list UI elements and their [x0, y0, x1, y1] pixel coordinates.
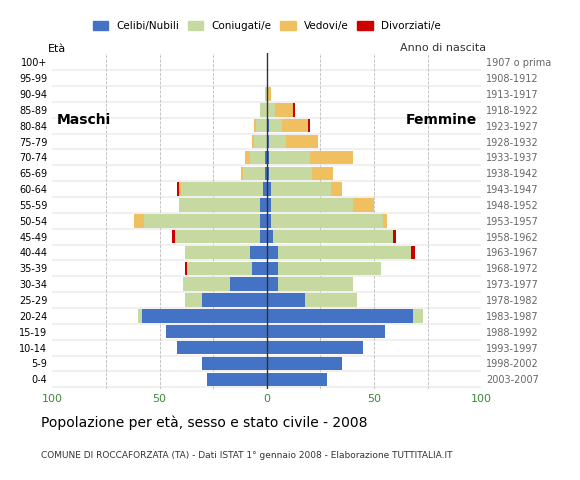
Bar — [142, 309, 267, 323]
Bar — [252, 135, 254, 148]
Bar — [267, 262, 278, 275]
Bar — [267, 119, 269, 132]
Bar — [267, 167, 269, 180]
Bar — [260, 230, 267, 243]
Bar — [267, 357, 342, 370]
Bar — [353, 198, 374, 212]
Text: Età: Età — [48, 44, 66, 54]
Text: Popolazione per età, sesso e stato civile - 2008: Popolazione per età, sesso e stato civil… — [41, 415, 367, 430]
Bar — [241, 167, 243, 180]
Text: Femmine: Femmine — [406, 113, 477, 127]
Bar — [202, 357, 267, 370]
Bar — [202, 293, 267, 307]
Bar — [267, 87, 271, 101]
Bar — [183, 277, 230, 291]
Bar — [267, 341, 363, 354]
Bar — [138, 309, 142, 323]
Bar — [252, 262, 267, 275]
Bar — [286, 135, 318, 148]
Bar — [269, 119, 282, 132]
Bar — [306, 293, 357, 307]
Bar — [267, 198, 271, 212]
Bar — [267, 372, 327, 386]
Bar — [254, 119, 256, 132]
Bar — [264, 167, 267, 180]
Bar — [187, 262, 252, 275]
Bar — [269, 135, 286, 148]
Bar — [269, 151, 310, 164]
Bar — [411, 246, 415, 259]
Bar — [278, 262, 380, 275]
Bar — [245, 151, 249, 164]
Bar — [243, 167, 264, 180]
Bar — [307, 119, 310, 132]
Bar — [267, 151, 269, 164]
Text: Anno di nascita: Anno di nascita — [400, 43, 485, 53]
Bar — [331, 182, 342, 196]
Bar — [172, 230, 175, 243]
Bar — [310, 151, 353, 164]
Bar — [260, 214, 267, 228]
Bar — [267, 246, 278, 259]
Bar — [177, 341, 267, 354]
Bar — [267, 293, 306, 307]
Bar — [267, 277, 278, 291]
Bar — [254, 135, 267, 148]
Bar — [206, 372, 267, 386]
Bar — [134, 214, 144, 228]
Bar — [282, 119, 307, 132]
Bar — [267, 309, 413, 323]
Bar — [260, 103, 267, 117]
Legend: Celibi/Nubili, Coniugati/e, Vedovi/e, Divorziati/e: Celibi/Nubili, Coniugati/e, Vedovi/e, Di… — [89, 18, 444, 34]
Bar — [267, 214, 271, 228]
Text: COMUNE DI ROCCAFORZATA (TA) - Dati ISTAT 1° gennaio 2008 - Elaborazione TUTTITAL: COMUNE DI ROCCAFORZATA (TA) - Dati ISTAT… — [41, 451, 452, 460]
Bar — [179, 198, 260, 212]
Bar — [256, 119, 267, 132]
Bar — [271, 214, 383, 228]
Bar — [264, 87, 267, 101]
Bar — [273, 230, 393, 243]
Bar — [267, 325, 385, 338]
Bar — [292, 103, 295, 117]
Bar — [269, 167, 312, 180]
Bar — [144, 214, 260, 228]
Bar — [181, 182, 263, 196]
Bar — [393, 230, 396, 243]
Text: Maschi: Maschi — [56, 113, 111, 127]
Bar — [267, 182, 271, 196]
Bar — [383, 214, 387, 228]
Bar — [413, 309, 423, 323]
Bar — [278, 246, 411, 259]
Bar — [312, 167, 334, 180]
Bar — [271, 182, 331, 196]
Bar — [276, 103, 292, 117]
Bar — [185, 293, 202, 307]
Bar — [249, 151, 264, 164]
Bar — [267, 230, 273, 243]
Bar — [185, 262, 187, 275]
Bar — [260, 198, 267, 212]
Bar — [179, 182, 181, 196]
Bar — [249, 246, 267, 259]
Bar — [175, 230, 260, 243]
Bar — [267, 103, 276, 117]
Bar — [267, 135, 269, 148]
Bar — [263, 182, 267, 196]
Bar — [264, 151, 267, 164]
Bar — [230, 277, 267, 291]
Bar — [185, 246, 249, 259]
Bar — [177, 182, 179, 196]
Bar — [166, 325, 267, 338]
Bar — [278, 277, 353, 291]
Bar — [271, 198, 353, 212]
